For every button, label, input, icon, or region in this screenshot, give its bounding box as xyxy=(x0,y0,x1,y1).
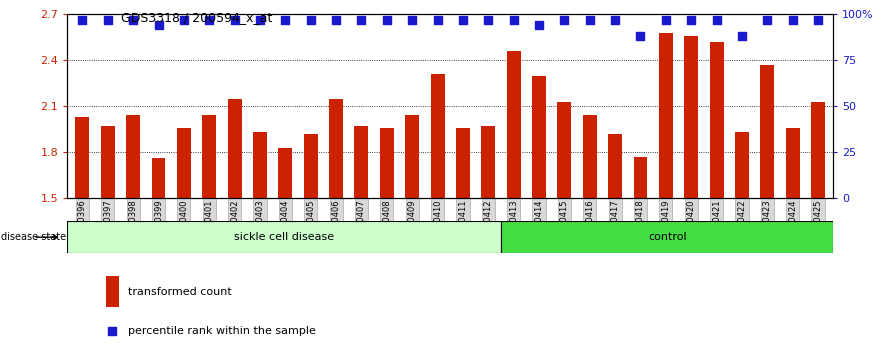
Bar xyxy=(659,33,673,198)
Bar xyxy=(735,132,749,198)
Bar xyxy=(253,132,267,198)
Point xyxy=(786,17,800,23)
Bar xyxy=(202,115,216,198)
Point xyxy=(278,17,292,23)
Point xyxy=(710,17,724,23)
Point xyxy=(126,17,141,23)
Text: sickle cell disease: sickle cell disease xyxy=(234,232,334,242)
Bar xyxy=(506,51,521,198)
Point xyxy=(582,17,597,23)
Point xyxy=(659,17,673,23)
Point xyxy=(202,17,217,23)
Bar xyxy=(582,115,597,198)
Bar xyxy=(761,65,774,198)
Bar xyxy=(329,98,343,198)
Text: disease state: disease state xyxy=(1,232,65,242)
Point xyxy=(760,17,774,23)
Bar xyxy=(228,98,242,198)
Bar xyxy=(786,128,799,198)
Point xyxy=(100,17,115,23)
Point xyxy=(329,17,343,23)
Bar xyxy=(557,102,572,198)
Point xyxy=(105,328,119,334)
Point xyxy=(430,17,444,23)
Bar xyxy=(67,221,502,253)
Bar xyxy=(405,115,419,198)
Bar xyxy=(481,126,495,198)
Bar xyxy=(355,126,368,198)
Text: transformed count: transformed count xyxy=(128,287,232,297)
Point xyxy=(684,17,698,23)
Text: control: control xyxy=(648,232,686,242)
Bar xyxy=(633,157,648,198)
Bar xyxy=(608,134,622,198)
Point xyxy=(506,17,521,23)
Bar xyxy=(456,128,470,198)
Point xyxy=(253,17,267,23)
Bar xyxy=(532,75,546,198)
Point xyxy=(354,17,368,23)
Bar xyxy=(177,128,191,198)
Point xyxy=(735,33,749,39)
Bar xyxy=(75,117,90,198)
Bar xyxy=(101,126,115,198)
Point xyxy=(304,17,318,23)
Bar xyxy=(151,158,166,198)
Point xyxy=(557,17,572,23)
Point xyxy=(177,17,191,23)
Bar xyxy=(811,102,825,198)
Point xyxy=(75,17,90,23)
Point xyxy=(380,17,394,23)
Text: GDS3318 / 200594_x_at: GDS3318 / 200594_x_at xyxy=(121,11,272,24)
Bar xyxy=(502,221,833,253)
Point xyxy=(481,17,495,23)
Bar xyxy=(431,74,444,198)
Bar xyxy=(279,148,292,198)
Point xyxy=(456,17,470,23)
Point xyxy=(811,17,825,23)
Bar xyxy=(380,128,394,198)
Bar xyxy=(304,134,318,198)
Bar xyxy=(685,36,698,198)
Bar xyxy=(710,42,724,198)
Point xyxy=(151,22,166,28)
Point xyxy=(228,17,242,23)
Text: percentile rank within the sample: percentile rank within the sample xyxy=(128,326,316,336)
Point xyxy=(405,17,419,23)
Bar xyxy=(126,115,140,198)
Point xyxy=(633,33,648,39)
Point xyxy=(608,17,623,23)
Bar xyxy=(106,276,119,307)
Point xyxy=(532,22,547,28)
